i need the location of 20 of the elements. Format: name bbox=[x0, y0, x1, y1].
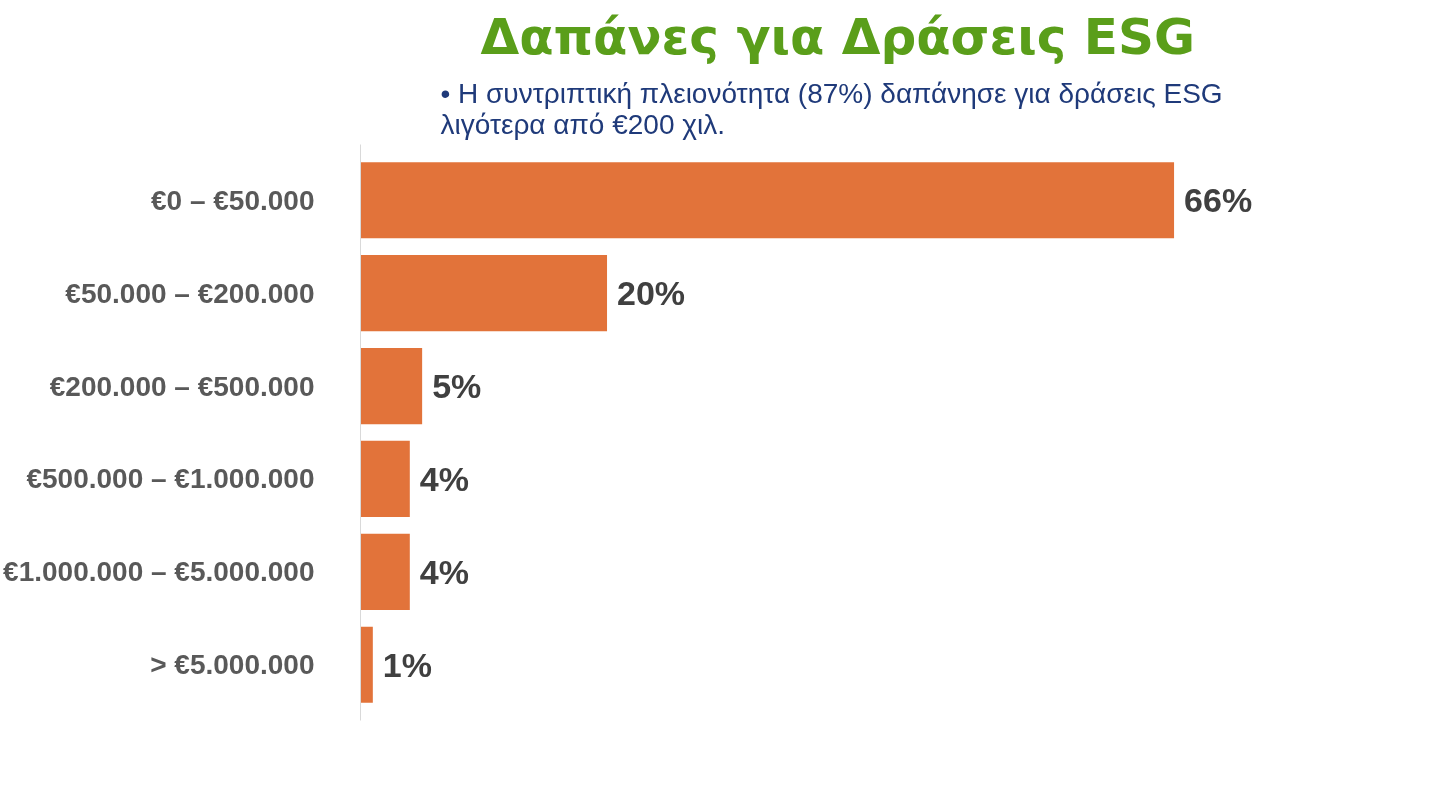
data-label: 4% bbox=[419, 552, 469, 591]
y-tick-label: €500.000 – €1.000.000 bbox=[26, 463, 315, 495]
data-label: 20% bbox=[617, 274, 686, 313]
data-label: 1% bbox=[382, 645, 432, 684]
y-tick-label: €0 – €50.000 bbox=[151, 184, 315, 216]
data-label: 66% bbox=[1184, 181, 1253, 220]
y-tick-label: €50.000 – €200.000 bbox=[65, 277, 315, 309]
chart-subtitle: • Η συντριπτική πλειονότητα (87%) δαπάνησε για δράσεις ESG λιγότερα από €200 χιλ. bbox=[440, 77, 1223, 140]
data-label: 4% bbox=[419, 459, 469, 498]
y-tick-label: €200.000 – €500.000 bbox=[49, 370, 315, 402]
y-tick-label: > €5.000.000 bbox=[150, 649, 315, 681]
bar bbox=[360, 533, 410, 610]
data-label: 5% bbox=[432, 367, 482, 406]
bar bbox=[360, 440, 410, 518]
bar bbox=[360, 626, 373, 703]
bar bbox=[360, 347, 423, 425]
bar bbox=[360, 162, 1175, 239]
chart-title: Δαπάνες για Δράσεις ESG bbox=[480, 7, 1196, 66]
y-tick-label: €1.000.000 – €5.000.000 bbox=[3, 556, 315, 588]
bar bbox=[360, 255, 608, 332]
